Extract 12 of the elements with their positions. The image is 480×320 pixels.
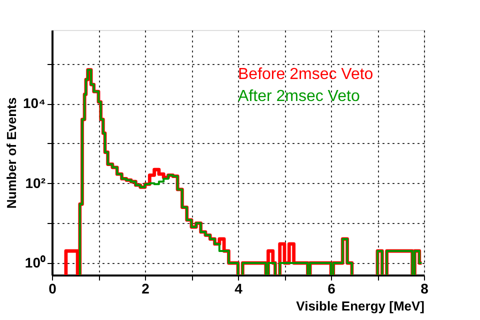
y-axis-title: Number of Events [4, 97, 20, 209]
x-tick-label: 0 [48, 280, 57, 296]
y-tick-label: 10² [25, 174, 46, 191]
y-tick-label: 10⁰ [24, 254, 46, 270]
text: After 2msec Veto [238, 88, 360, 106]
x-tick-label: 2 [142, 280, 150, 296]
x-tick-label: 8 [420, 280, 429, 296]
y-tick-label: 10⁴ [23, 95, 46, 112]
x-tick-label: 6 [328, 280, 336, 296]
x-tick-label: 4 [234, 280, 243, 296]
x-axis-title: Visible Energy [MeV] [296, 298, 424, 314]
text: Before 2msec Veto [238, 66, 374, 84]
